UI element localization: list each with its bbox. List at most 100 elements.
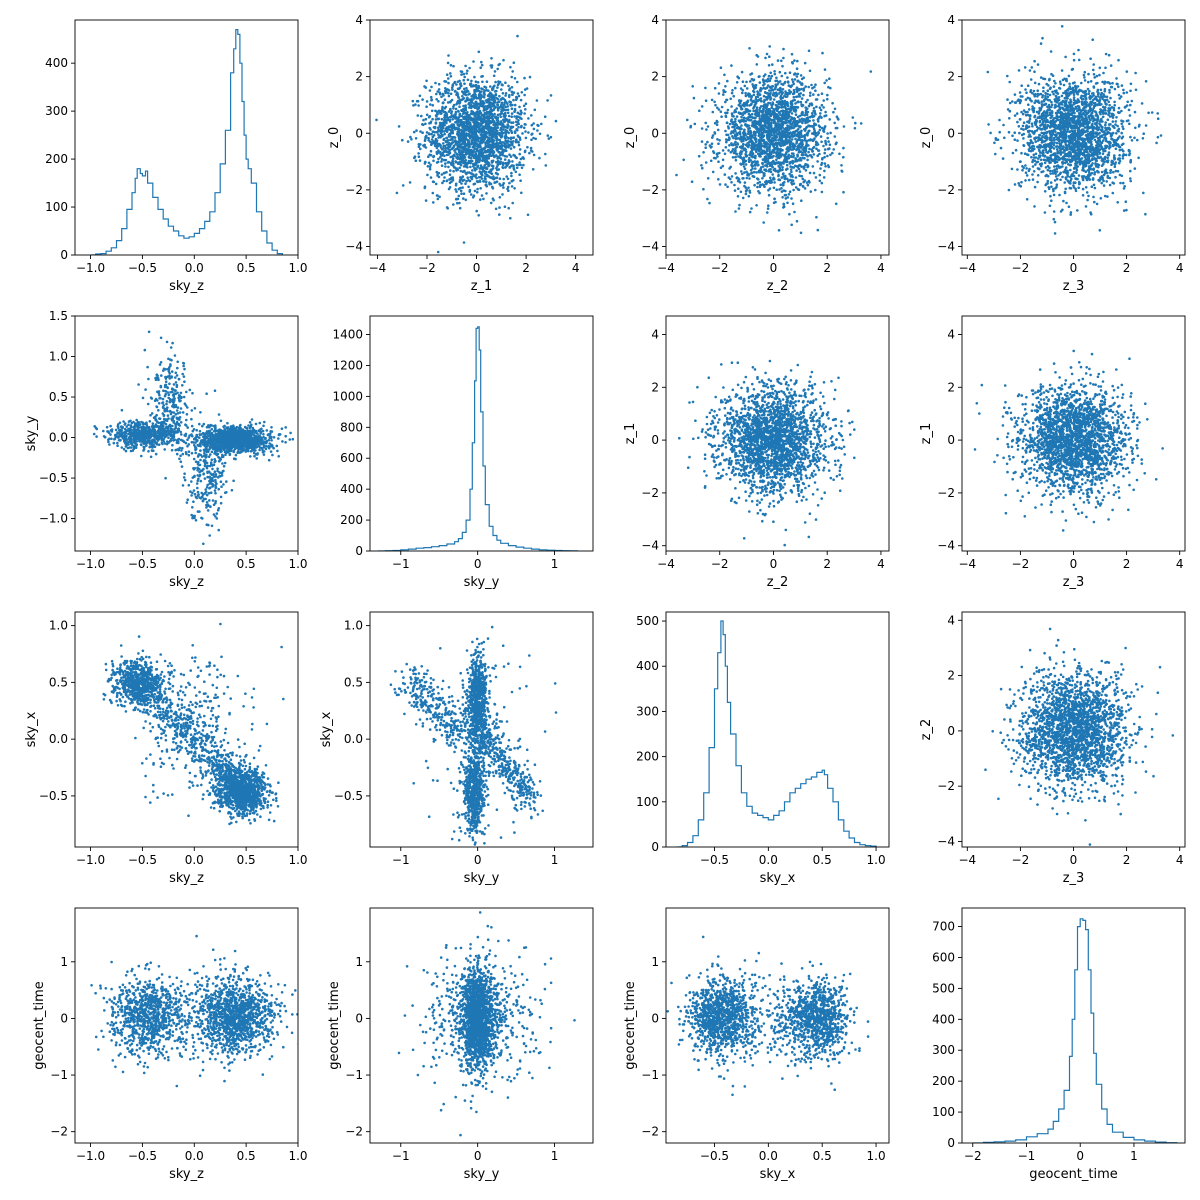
scatter-point [515, 123, 518, 127]
scatter-point [489, 147, 492, 150]
scatter-point [512, 61, 516, 64]
scatter-point [806, 110, 810, 114]
scatter-point [779, 86, 782, 90]
scatter-point [793, 78, 797, 81]
x-axis-label: z_2 [767, 279, 789, 294]
scatter-point [762, 94, 766, 98]
scatter-point [499, 140, 502, 144]
scatter-point [779, 96, 782, 99]
scatter-point [421, 98, 424, 101]
scatter-point [842, 125, 846, 128]
scatter-point [772, 98, 776, 101]
scatter-point [789, 165, 792, 168]
scatter-point [745, 176, 749, 180]
scatter-point [470, 97, 473, 101]
scatter-point [444, 165, 447, 168]
scatter-point [524, 130, 527, 133]
scatter-point [480, 75, 483, 78]
scatter-point [791, 162, 794, 165]
scatter-point [725, 121, 729, 125]
scatter-point [806, 121, 809, 124]
scatter-point [417, 152, 420, 155]
scatter-point [803, 128, 806, 131]
scatter-point [476, 187, 479, 191]
scatter-point [735, 107, 738, 110]
scatter-point [464, 104, 467, 107]
scatter-point [449, 72, 452, 75]
scatter-point [428, 122, 431, 125]
scatter-point [460, 192, 463, 195]
scatter-point [762, 172, 765, 175]
scatter-point [544, 164, 548, 167]
scatter-point [489, 152, 492, 155]
scatter-point [1101, 115, 1105, 119]
scatter-point [819, 112, 822, 115]
scatter-point [518, 116, 522, 119]
scatter-point [710, 142, 714, 145]
scatter-point [737, 126, 741, 130]
scatter-point [745, 102, 749, 105]
scatter-point [812, 93, 815, 96]
scatter-point [704, 146, 707, 149]
scatter-point [460, 182, 463, 185]
scatter-point [496, 109, 500, 112]
scatter-point [789, 100, 793, 103]
scatter-point [798, 125, 802, 129]
scatter-point [748, 109, 752, 113]
scatter-point [803, 137, 807, 140]
plot-area [90, 29, 283, 255]
scatter-point [739, 162, 742, 166]
scatter-point [726, 79, 729, 83]
scatter-point [462, 140, 466, 143]
scatter-point [485, 112, 489, 116]
scatter-point [466, 151, 470, 154]
scatter-point [803, 179, 807, 182]
scatter-point [806, 154, 809, 158]
scatter-point [811, 138, 814, 142]
scatter-point [756, 181, 759, 185]
scatter-point [502, 112, 506, 116]
scatter-point [432, 201, 435, 204]
scatter-point [480, 127, 483, 131]
scatter-point [780, 102, 783, 106]
scatter-point [473, 75, 476, 79]
scatter-point [738, 152, 742, 155]
scatter-point [810, 132, 814, 135]
scatter-point [479, 102, 483, 106]
scatter-point [797, 158, 801, 161]
scatter-point [504, 162, 507, 165]
scatter-point [422, 118, 425, 122]
scatter-point [772, 201, 776, 205]
scatter-point [729, 132, 733, 135]
x-tick-label: 2 [823, 261, 831, 275]
scatter-point [790, 152, 794, 155]
scatter-point [1007, 188, 1011, 192]
scatter-point [481, 87, 484, 91]
scatter-point [456, 101, 459, 105]
scatter-point [807, 179, 811, 183]
scatter-point [518, 148, 522, 151]
scatter-point [780, 59, 783, 63]
scatter-point [522, 163, 525, 167]
scatter-point [770, 163, 773, 166]
scatter-point [767, 193, 771, 197]
scatter-point [775, 105, 779, 108]
scatter-point [781, 116, 785, 120]
scatter-point [798, 183, 802, 186]
scatter-point [476, 81, 480, 84]
x-tick-label: 0 [473, 261, 481, 275]
scatter-point [749, 73, 752, 76]
scatter-point [452, 169, 455, 173]
scatter-point [813, 133, 817, 136]
scatter-point [760, 135, 763, 138]
scatter-point [713, 86, 717, 90]
scatter-point [508, 166, 512, 169]
scatter-point [708, 201, 711, 205]
scatter-point [1076, 209, 1079, 212]
scatter-point [784, 92, 787, 96]
scatter-point [736, 142, 739, 145]
scatter-point [801, 143, 804, 146]
scatter-point [470, 94, 473, 98]
scatter-point [748, 137, 752, 140]
scatter-point [747, 129, 750, 133]
